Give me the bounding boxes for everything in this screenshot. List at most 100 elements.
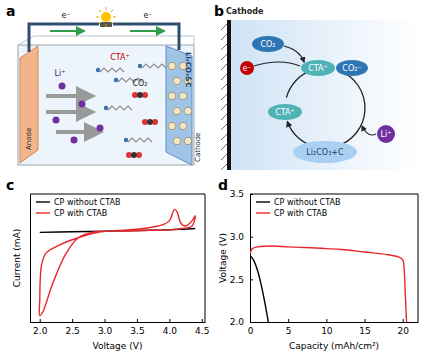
lamp-ray [106, 24, 107, 27]
reactant-arrow [362, 126, 376, 135]
electron-label: e⁻ [143, 11, 152, 20]
legend-swatch [36, 201, 50, 202]
y-axis-line [30, 195, 31, 323]
y-tick-label: 3.5 [230, 189, 244, 199]
frame [30, 194, 205, 195]
cation-node [301, 60, 335, 76]
surfactant-chain [108, 106, 132, 110]
electrolyte [231, 20, 420, 170]
hatch [221, 104, 227, 110]
anode [20, 46, 38, 163]
lamp-ray [106, 7, 107, 10]
x-tick-label: 4.0 [163, 326, 178, 336]
y-axis [30, 195, 31, 323]
x-tick-label: 20 [398, 326, 410, 336]
x-tick-label: 10 [321, 326, 333, 336]
y-tick-label: 2.5 [230, 275, 244, 285]
cell-box [18, 45, 194, 165]
lithium-label: Li⁺ [55, 69, 66, 78]
legend-entry: CP with CTAB [54, 209, 107, 218]
panel-label: b [214, 3, 224, 19]
x-axis: 0 5 10 15 20 [248, 319, 419, 336]
frame [205, 194, 206, 322]
surfactant-chain [142, 64, 166, 68]
product-label: Li₂CO₃+C [306, 148, 344, 157]
electron-label: e⁻ [242, 64, 251, 73]
panel-b: bCathodeCO₂e⁻CTA⁺CO₂⁻CTA⁺Li⁺Li₂CO₃+C [214, 3, 420, 170]
x-tick: 20 [398, 319, 410, 336]
co2-carbon [147, 119, 153, 125]
hatch [221, 34, 227, 40]
hexagon [173, 108, 181, 115]
panel-label: d [218, 177, 228, 193]
x-tick: 4.5 [195, 319, 209, 336]
y-tick-mark [250, 194, 253, 195]
hexagon [184, 138, 192, 145]
x-tick-label: 15 [359, 326, 370, 336]
hexagon [179, 93, 187, 100]
lithium-ion [53, 117, 60, 124]
electron-arrow [130, 30, 164, 32]
hexagon [168, 93, 176, 100]
product-node [293, 141, 357, 163]
x-axis: 2.02.53.03.54.04.5 [31, 319, 210, 336]
panel-a: aAnodeLi₂CO₃&CCathodee⁻e⁻Li⁺CTA⁺CO₂ [6, 3, 202, 165]
ion-arrow [46, 94, 92, 98]
x-axis-title: Voltage (V) [93, 341, 143, 351]
lamp-ray [96, 17, 99, 18]
x-tick: 2.0 [33, 319, 48, 336]
chart-d: d051015202.02.53.03.5Capacity (mAh/cm²)V… [218, 177, 419, 351]
lamp-ray [111, 10, 113, 12]
x-tick: 3.5 [130, 319, 144, 336]
plot-area [250, 246, 407, 322]
reactant-arrow [284, 46, 304, 62]
x-tick-mark [202, 319, 203, 322]
figure: aAnodeLi₂CO₃&CCathodee⁻e⁻Li⁺CTA⁺CO₂bCath… [0, 0, 426, 355]
x-tick: 10 [321, 319, 333, 336]
lithium-ion [59, 83, 66, 90]
x-tick: 4.0 [163, 319, 178, 336]
x-tick-label: 2.0 [33, 326, 48, 336]
series-line [250, 255, 268, 322]
legend-swatch [36, 212, 50, 213]
x-tick-label: 4.5 [195, 326, 209, 336]
panel-label: a [6, 3, 15, 19]
x-tick-mark [288, 319, 289, 322]
cell-box-top [18, 36, 194, 45]
surfactant-chain [128, 138, 152, 142]
co2-node [252, 36, 284, 52]
cation-label: CTA⁺ [308, 64, 328, 73]
hexagon [179, 123, 187, 130]
electron-arrow [50, 30, 84, 32]
legend-entry: CP without CTAB [274, 198, 340, 207]
surfactant-head [96, 68, 100, 72]
ion-arrow [46, 110, 92, 114]
hexagon [184, 108, 192, 115]
hatch [221, 134, 227, 140]
x-axis-line [251, 322, 419, 323]
y-tick-label: 3.0 [230, 232, 245, 242]
cation-node [268, 104, 302, 120]
lithium-ion [79, 101, 86, 108]
x-tick-mark [72, 319, 73, 322]
radical-label: CO₂⁻ [342, 64, 361, 73]
hatch [221, 124, 227, 130]
hatch [221, 54, 227, 60]
ion-arrow [56, 130, 100, 134]
surfactant-chain [100, 68, 124, 72]
gas-label: CO₂ [260, 40, 275, 49]
co2-carbon [137, 92, 143, 98]
x-tick-label: 0 [248, 326, 254, 336]
hexagon [168, 63, 176, 70]
y-axis-line [250, 195, 251, 323]
x-tick-mark [326, 319, 327, 322]
lithium-node [377, 125, 395, 143]
x-tick: 5 [286, 319, 292, 336]
panel-label: c [6, 177, 14, 193]
cathode-label: Cathode [226, 7, 264, 16]
frame [418, 194, 419, 322]
hatch [221, 154, 227, 160]
y-tick: 2.0 [230, 317, 253, 327]
cation-label: CTA⁺ [110, 53, 130, 62]
surfactant-head [114, 78, 118, 82]
